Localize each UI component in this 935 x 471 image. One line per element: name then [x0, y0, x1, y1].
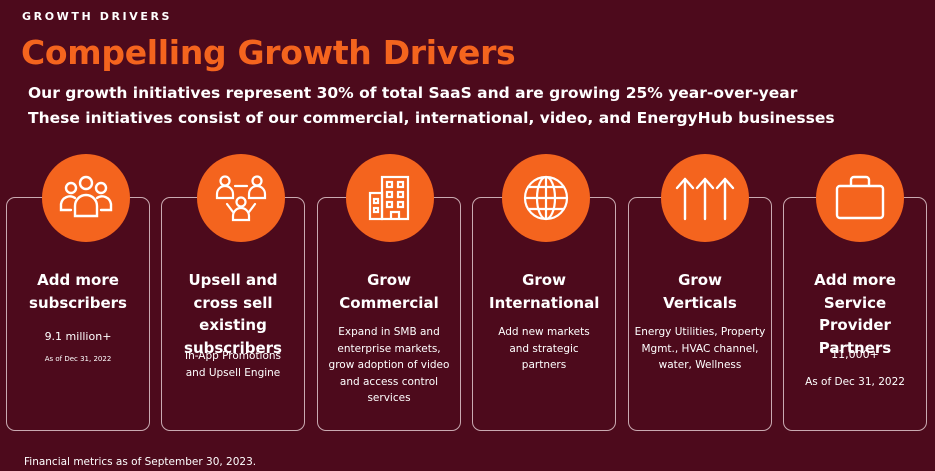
card-title: Grow International — [489, 271, 600, 312]
icon-circle — [346, 154, 434, 242]
globe-icon — [523, 175, 569, 221]
footnote: Financial metrics as of September 30, 20… — [24, 456, 257, 468]
card-title: Upsell and cross sell existing subscribe… — [184, 271, 282, 357]
icon-circle — [502, 154, 590, 242]
card-description: Expand in SMB and enterprise markets, gr… — [328, 326, 450, 404]
page-title: Compelling Growth Drivers — [21, 33, 516, 72]
card-description: In-App Promotions and Upsell Engine — [184, 350, 282, 379]
card-description: Add new markets and strategic partners — [498, 326, 590, 371]
up-arrows-icon — [675, 177, 735, 221]
eyebrow-label: GROWTH DRIVERS — [22, 10, 173, 23]
card-title: Add more Service Provider Partners — [814, 271, 896, 357]
card-title: Grow Commercial — [339, 271, 439, 312]
card-add-subscribers: Add more subscribers 9.1 million+ As of … — [6, 197, 150, 431]
card-title: Grow Verticals — [663, 271, 737, 312]
subtitle-line-1: Our growth initiatives represent 30% of … — [28, 84, 798, 102]
people-network-icon — [215, 175, 267, 222]
card-upsell: Upsell and cross sell existing subscribe… — [161, 197, 305, 431]
icon-circle — [197, 154, 285, 242]
people-group-icon — [59, 175, 113, 218]
card-description: Energy Utilities, Property Mgmt., HVAC c… — [634, 326, 766, 371]
icon-circle — [661, 154, 749, 242]
building-icon — [368, 175, 410, 221]
card-metric: 11,000+ — [831, 348, 879, 361]
card-title: Add more subscribers — [29, 271, 127, 312]
card-as-of: As of Dec 31, 2022 — [44, 355, 112, 363]
card-as-of: As of Dec 31, 2022 — [805, 376, 905, 388]
icon-circle — [816, 154, 904, 242]
subtitle-line-2: These initiatives consist of our commerc… — [28, 109, 835, 127]
briefcase-icon — [835, 175, 885, 220]
card-metric: 9.1 million+ — [44, 330, 112, 343]
card-grow-commercial: Grow Commercial Expand in SMB and enterp… — [317, 197, 461, 431]
icon-circle — [42, 154, 130, 242]
card-service-provider: Add more Service Provider Partners 11,00… — [783, 197, 927, 431]
